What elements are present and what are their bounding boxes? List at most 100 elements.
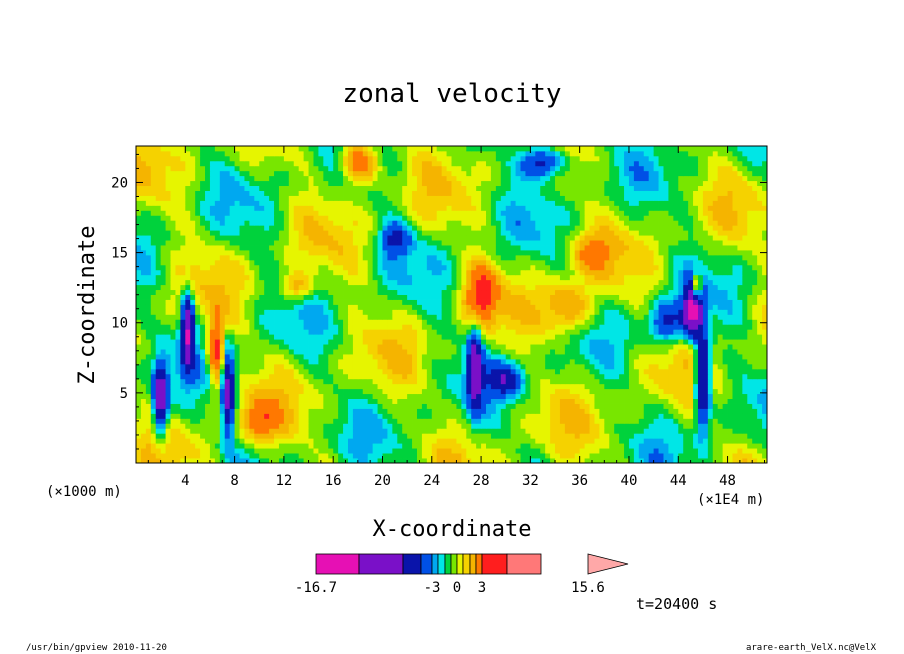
heatmap-cell xyxy=(510,344,516,350)
heatmap-cell xyxy=(717,413,724,419)
heatmap-cell xyxy=(367,314,374,320)
heatmap-cell xyxy=(569,354,576,360)
heatmap-cell xyxy=(278,408,285,414)
heatmap-cell xyxy=(150,443,157,449)
heatmap-cell xyxy=(540,304,546,310)
heatmap-cell xyxy=(609,334,615,340)
heatmap-cell xyxy=(254,428,260,434)
heatmap-cell xyxy=(476,294,482,300)
heatmap-cell xyxy=(702,284,709,291)
heatmap-cell xyxy=(155,403,162,409)
heatmap-cell xyxy=(510,423,516,429)
heatmap-cell xyxy=(150,349,157,355)
heatmap-cell xyxy=(737,329,743,335)
heatmap-cell xyxy=(185,279,191,286)
heatmap-cell xyxy=(633,373,640,380)
heatmap-cell xyxy=(431,309,438,315)
heatmap-cell xyxy=(515,294,521,300)
heatmap-cell xyxy=(269,294,275,300)
heatmap-cell xyxy=(451,309,457,315)
heatmap-cell xyxy=(387,324,393,330)
heatmap-cell xyxy=(594,349,600,355)
heatmap-cell xyxy=(416,314,423,320)
heatmap-cell xyxy=(564,274,571,281)
heatmap-cell xyxy=(697,438,704,444)
heatmap-cell xyxy=(259,314,265,320)
heatmap-cell xyxy=(446,428,452,434)
heatmap-cell xyxy=(254,299,260,305)
heatmap-cell xyxy=(313,403,319,409)
heatmap-cell xyxy=(436,309,443,315)
heatmap-cell xyxy=(584,438,590,444)
heatmap-cell xyxy=(752,284,758,291)
heatmap-cell xyxy=(697,458,704,464)
heatmap-cell xyxy=(160,309,166,315)
heatmap-cell xyxy=(155,279,162,286)
heatmap-cell xyxy=(757,309,763,315)
heatmap-cell xyxy=(594,403,600,409)
heatmap-cell xyxy=(668,324,674,330)
heatmap-cell xyxy=(702,448,709,454)
heatmap-cell xyxy=(515,358,521,365)
heatmap-cell xyxy=(545,314,551,320)
heatmap-cell xyxy=(752,383,758,390)
heatmap-cell xyxy=(742,403,748,409)
heatmap-cell xyxy=(712,309,719,315)
heatmap-cell xyxy=(293,339,300,345)
heatmap-cell xyxy=(209,393,216,400)
heatmap-cell xyxy=(683,458,689,464)
heatmap-cell xyxy=(702,423,709,429)
heatmap-cell xyxy=(486,408,492,414)
heatmap-cell xyxy=(269,413,275,419)
heatmap-cell xyxy=(555,418,561,424)
heatmap-cell xyxy=(451,438,457,444)
heatmap-cell xyxy=(150,279,157,286)
heatmap-cell xyxy=(421,289,428,295)
heatmap-cell xyxy=(407,423,413,429)
heatmap-cell xyxy=(643,418,650,424)
heatmap-cell xyxy=(525,418,531,424)
heatmap-cell xyxy=(481,363,487,370)
heatmap-cell xyxy=(416,358,423,365)
heatmap-cell xyxy=(540,269,546,276)
heatmap-cell xyxy=(673,453,679,459)
heatmap-cell xyxy=(446,448,452,454)
heatmap-cell xyxy=(382,393,388,400)
heatmap-cell xyxy=(525,309,531,315)
heatmap-cell xyxy=(481,448,487,454)
heatmap-cell xyxy=(456,309,462,315)
heatmap-cell xyxy=(145,418,152,424)
heatmap-cell xyxy=(298,334,305,340)
heatmap-cell xyxy=(476,363,482,370)
heatmap-cell xyxy=(313,339,319,345)
heatmap-cell xyxy=(648,403,655,409)
heatmap-cell xyxy=(165,413,171,419)
heatmap-cell xyxy=(229,284,235,291)
heatmap-cell xyxy=(673,448,679,454)
heatmap-cell xyxy=(550,284,556,291)
heatmap-cell xyxy=(638,403,645,409)
heatmap-cell xyxy=(343,329,349,335)
heatmap-cell xyxy=(239,368,245,375)
heatmap-cell xyxy=(426,269,433,276)
heatmap-cell xyxy=(195,274,201,281)
heatmap-cell xyxy=(308,329,314,335)
heatmap-cell xyxy=(308,363,314,370)
heatmap-cell xyxy=(683,423,689,429)
heatmap-cell xyxy=(357,329,364,335)
heatmap-cell xyxy=(619,453,625,459)
heatmap-cell xyxy=(742,368,748,375)
heatmap-cell xyxy=(476,393,482,400)
heatmap-cell xyxy=(633,309,640,315)
heatmap-cell xyxy=(155,458,162,464)
heatmap-cell xyxy=(579,448,585,454)
heatmap-cell xyxy=(451,334,457,340)
heatmap-cell xyxy=(264,279,270,286)
heatmap-cell xyxy=(683,378,689,385)
heatmap-cell xyxy=(510,269,516,276)
heatmap-cell xyxy=(550,289,556,295)
heatmap-cell xyxy=(412,443,418,449)
heatmap-cell xyxy=(712,354,719,360)
heatmap-cell xyxy=(688,358,694,365)
heatmap-cell xyxy=(643,279,650,286)
